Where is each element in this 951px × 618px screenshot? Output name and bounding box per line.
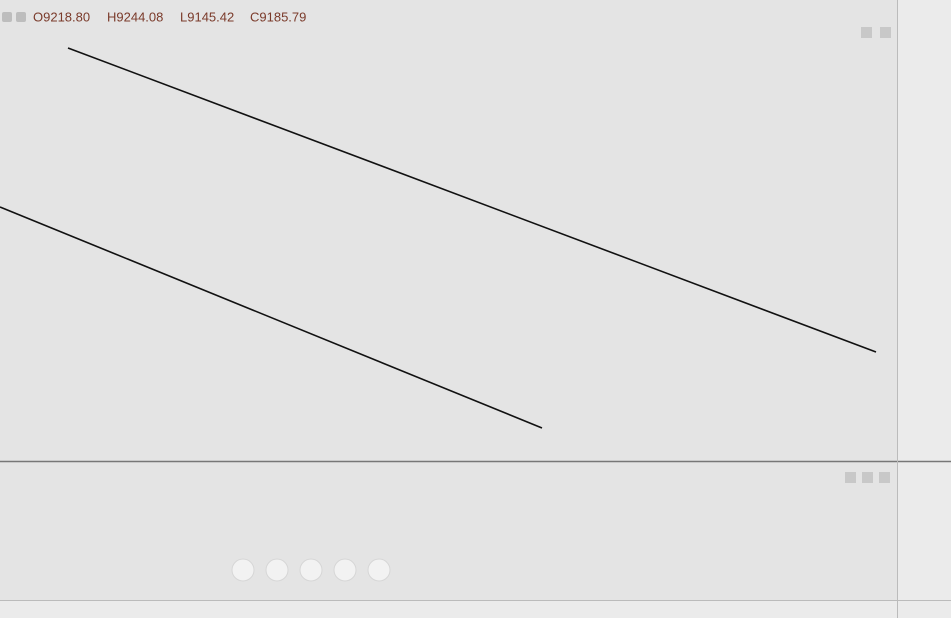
time-axis-panel xyxy=(0,600,951,618)
tool-button[interactable] xyxy=(367,558,391,582)
icon[interactable] xyxy=(879,472,890,483)
tool-button[interactable] xyxy=(231,558,255,582)
icon[interactable] xyxy=(16,12,26,22)
icon[interactable] xyxy=(2,12,12,22)
icon[interactable] xyxy=(862,472,873,483)
trend-line xyxy=(67,47,877,353)
trend-line xyxy=(0,206,543,429)
tool-button[interactable] xyxy=(299,558,323,582)
header-open: O9218.80 xyxy=(33,9,90,24)
header-high: H9244.08 xyxy=(107,9,163,24)
tool-button[interactable] xyxy=(265,558,289,582)
icon[interactable] xyxy=(845,472,856,483)
price-axis-panel xyxy=(897,0,951,618)
header-close: C9185.79 xyxy=(250,9,306,24)
toolbar xyxy=(231,558,391,582)
tool-button[interactable] xyxy=(333,558,357,582)
icon[interactable] xyxy=(880,27,891,38)
header-low: L9145.42 xyxy=(180,9,234,24)
icon[interactable] xyxy=(861,27,872,38)
